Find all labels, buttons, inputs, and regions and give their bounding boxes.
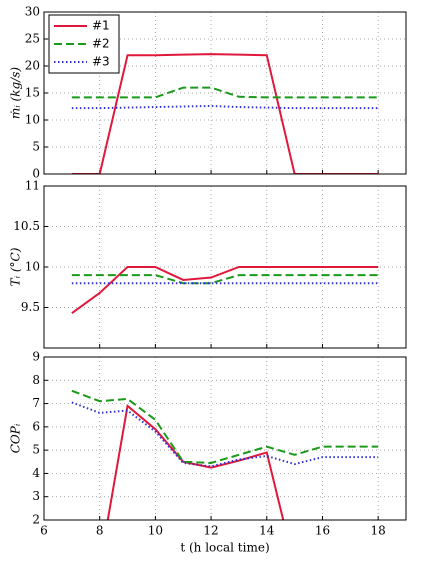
y-tick-label: 9 bbox=[32, 350, 40, 364]
series-line bbox=[71, 401, 379, 468]
panel: 9.5 10 10.5 11 Tᵢ (°C) bbox=[9, 179, 407, 349]
y-tick-label: 8 bbox=[32, 373, 40, 387]
y-axis-label: ṁᵢ (kg/s) bbox=[9, 67, 23, 119]
y-tick-label: 10.5 bbox=[13, 219, 40, 233]
y-tick-label: 20 bbox=[25, 59, 40, 73]
series-line bbox=[71, 53, 379, 174]
y-tick-label: 6 bbox=[32, 419, 40, 433]
y-axis-label: COPᵢ bbox=[9, 423, 23, 453]
y-tick-label: 7 bbox=[32, 396, 40, 410]
y-tick-label: 25 bbox=[25, 32, 40, 46]
series-line bbox=[71, 274, 379, 285]
series-line bbox=[71, 266, 379, 314]
axes-box bbox=[43, 356, 407, 521]
legend-label: #1 bbox=[92, 19, 110, 33]
series-line bbox=[71, 389, 379, 464]
y-tick-label: 15 bbox=[25, 86, 40, 100]
panel: 0 5 10 15 20 25 30 ṁᵢ (kg/s) #1 #2 #3 bbox=[9, 5, 407, 181]
y-tick-label: 11 bbox=[25, 179, 40, 193]
y-tick-label: 5 bbox=[32, 140, 40, 154]
y-tick-label: 5 bbox=[32, 443, 40, 457]
x-tick-label: 10 bbox=[148, 524, 163, 538]
panel: 2 3 4 5 6 7 8 9 6 8 10 12 14 16 18 COPᵢ t (h local time) bbox=[9, 350, 407, 555]
legend-label: #3 bbox=[92, 55, 110, 69]
x-tick-label: 6 bbox=[40, 524, 48, 538]
x-tick-label: 12 bbox=[203, 524, 218, 538]
x-axis-label: t (h local time) bbox=[180, 541, 269, 555]
x-tick-label: 18 bbox=[371, 524, 386, 538]
axes-box bbox=[43, 11, 407, 175]
y-tick-label: 0 bbox=[32, 167, 40, 181]
x-tick-label: 14 bbox=[259, 524, 275, 538]
series-line bbox=[71, 86, 379, 99]
legend-label: #2 bbox=[92, 37, 110, 51]
y-tick-label: 30 bbox=[25, 5, 40, 19]
y-tick-label: 10 bbox=[25, 260, 40, 274]
y-tick-label: 2 bbox=[32, 513, 40, 527]
series-line bbox=[71, 104, 379, 110]
series-line bbox=[106, 404, 285, 520]
y-tick-label: 4 bbox=[32, 466, 40, 480]
y-tick-label: 3 bbox=[32, 489, 40, 503]
x-tick-label: 16 bbox=[315, 524, 330, 538]
y-axis-label: Tᵢ (°C) bbox=[9, 247, 23, 286]
axes-box bbox=[43, 185, 407, 349]
x-tick-label: 8 bbox=[96, 524, 104, 538]
y-tick-label: 10 bbox=[25, 113, 40, 127]
y-tick-label: 9.5 bbox=[21, 300, 40, 314]
